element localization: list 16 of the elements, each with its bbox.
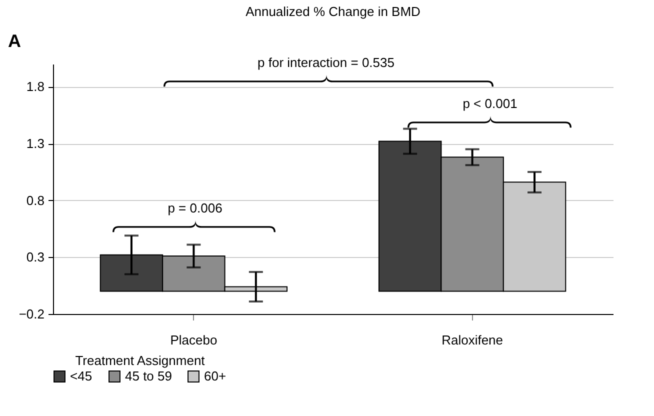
x-tick-label: Placebo	[170, 332, 218, 348]
legend-label: 45 to 59	[125, 368, 172, 384]
legend-title: Treatment Assignment	[75, 353, 206, 368]
y-tick-label: 1.8	[26, 79, 44, 94]
annotation: p = 0.006	[168, 200, 222, 216]
annotation: p < 0.001	[462, 96, 518, 111]
y-tick-label: 0.8	[26, 192, 44, 208]
chart-title: Annualized % Change in BMD	[246, 4, 420, 19]
legend-label: <45	[70, 368, 92, 384]
text: A	[8, 31, 21, 51]
y-tick-label: 1.3	[26, 136, 44, 152]
x-tick-label: Raloxifene	[442, 332, 504, 348]
y-tick-label: 0.3	[26, 250, 44, 265]
annotation: p for interaction = 0.535	[258, 54, 394, 70]
legend-label: 60+	[204, 368, 226, 384]
y-tick-label: −0.2	[18, 306, 44, 322]
